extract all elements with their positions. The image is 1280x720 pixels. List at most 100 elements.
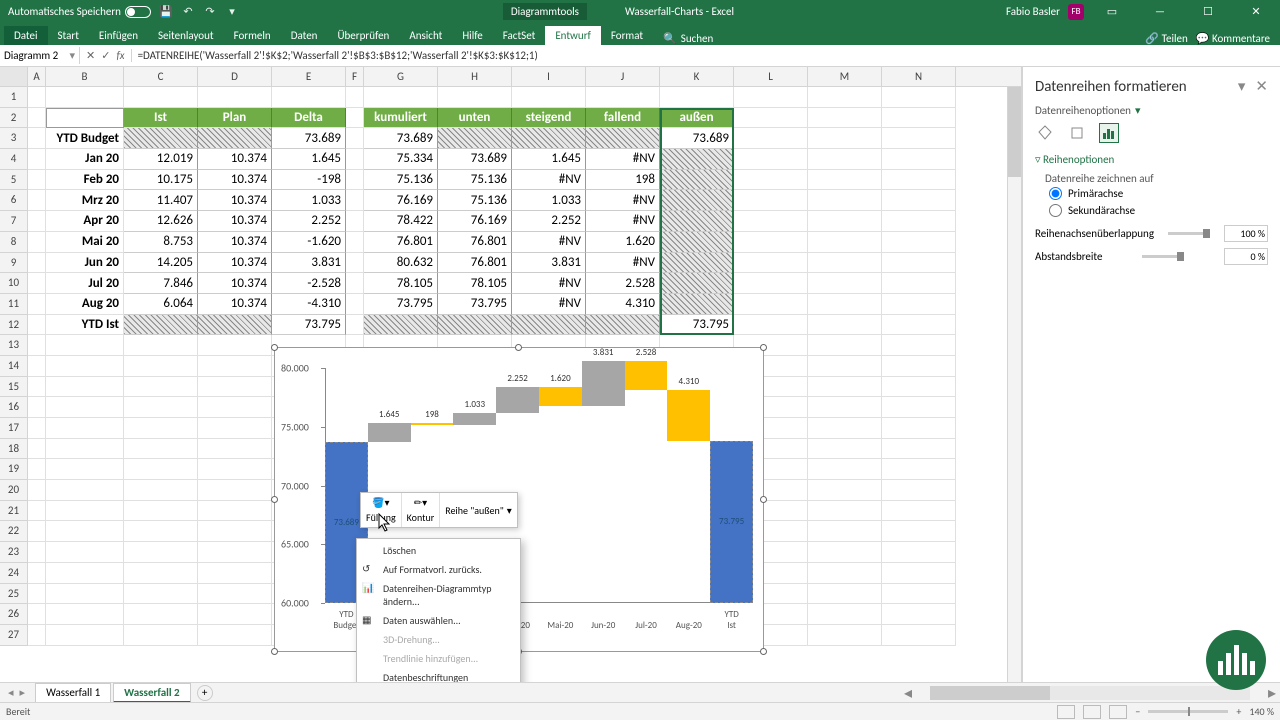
cell-K9[interactable]	[660, 253, 734, 274]
cell-E10[interactable]: -2.528	[272, 273, 346, 294]
cell-M10[interactable]	[808, 273, 882, 294]
cell-G9[interactable]: 80.632	[364, 253, 438, 274]
cell-K5[interactable]	[660, 170, 734, 191]
cell-B21[interactable]	[46, 501, 124, 522]
cell-J3[interactable]	[586, 128, 660, 149]
effects-tab-icon[interactable]	[1067, 123, 1087, 143]
accept-formula-icon[interactable]: ✓	[101, 49, 110, 62]
cell-N2[interactable]	[882, 108, 956, 129]
primary-axis-radio[interactable]: Primärachse	[1035, 185, 1268, 202]
cell-G1[interactable]	[364, 87, 438, 108]
cell-B6[interactable]: Mrz 20	[46, 190, 124, 211]
ribbon-tab-factset[interactable]: FactSet	[493, 26, 546, 45]
cell-C4[interactable]: 12.019	[124, 149, 198, 170]
col-header-D[interactable]: D	[198, 67, 272, 86]
cell-C15[interactable]	[124, 377, 198, 398]
ribbon-tab-start[interactable]: Start	[48, 26, 89, 45]
cell-B12[interactable]: YTD Ist	[46, 315, 124, 336]
cell-N1[interactable]	[882, 87, 956, 108]
cell-I2[interactable]: steigend	[512, 108, 586, 129]
chart-bar[interactable]	[667, 390, 710, 441]
cell-B14[interactable]	[46, 356, 124, 377]
cell-B17[interactable]	[46, 418, 124, 439]
cell-A5[interactable]	[28, 170, 46, 191]
cancel-formula-icon[interactable]: ✕	[86, 49, 95, 62]
cell-A3[interactable]	[28, 128, 46, 149]
cell-D7[interactable]: 10.374	[198, 211, 272, 232]
chart-bar[interactable]	[539, 387, 582, 406]
row-header-16[interactable]: 16	[0, 397, 28, 418]
cell-G5[interactable]: 75.136	[364, 170, 438, 191]
chart-bar[interactable]	[582, 361, 625, 406]
cell-A13[interactable]	[28, 335, 46, 356]
zoom-level[interactable]: 140 %	[1249, 705, 1274, 718]
cell-K2[interactable]: außen	[660, 108, 734, 129]
cell-N9[interactable]	[882, 253, 956, 274]
cell-D24[interactable]	[198, 563, 272, 584]
cell-L3[interactable]	[734, 128, 808, 149]
cell-C21[interactable]	[124, 501, 198, 522]
row-header-3[interactable]: 3	[0, 128, 28, 149]
cell-A23[interactable]	[28, 542, 46, 563]
cell-M23[interactable]	[808, 542, 882, 563]
cell-C1[interactable]	[124, 87, 198, 108]
cell-M27[interactable]	[808, 625, 882, 646]
cell-I7[interactable]: 2.252	[512, 211, 586, 232]
row-header-15[interactable]: 15	[0, 377, 28, 398]
cell-B16[interactable]	[46, 397, 124, 418]
cell-N5[interactable]	[882, 170, 956, 191]
cell-C19[interactable]	[124, 459, 198, 480]
cell-D16[interactable]	[198, 397, 272, 418]
cell-M13[interactable]	[808, 335, 882, 356]
cell-N26[interactable]	[882, 604, 956, 625]
cell-M18[interactable]	[808, 439, 882, 460]
chart-bar[interactable]	[368, 423, 411, 442]
cell-A20[interactable]	[28, 480, 46, 501]
cell-K10[interactable]	[660, 273, 734, 294]
cell-D4[interactable]: 10.374	[198, 149, 272, 170]
cell-C6[interactable]: 11.407	[124, 190, 198, 211]
cell-J7[interactable]: #NV	[586, 211, 660, 232]
cell-D14[interactable]	[198, 356, 272, 377]
gap-slider[interactable]	[1142, 255, 1184, 258]
cell-I12[interactable]	[512, 315, 586, 336]
cell-K11[interactable]	[660, 294, 734, 315]
cell-B20[interactable]	[46, 480, 124, 501]
cell-L5[interactable]	[734, 170, 808, 191]
cell-D9[interactable]: 10.374	[198, 253, 272, 274]
row-header-1[interactable]: 1	[0, 87, 28, 108]
cell-B27[interactable]	[46, 625, 124, 646]
cell-F8[interactable]	[346, 232, 364, 253]
cell-K1[interactable]	[660, 87, 734, 108]
cell-M3[interactable]	[808, 128, 882, 149]
cell-D8[interactable]: 10.374	[198, 232, 272, 253]
cell-D20[interactable]	[198, 480, 272, 501]
cell-N13[interactable]	[882, 335, 956, 356]
row-header-7[interactable]: 7	[0, 211, 28, 232]
cell-J4[interactable]: #NV	[586, 149, 660, 170]
cell-J11[interactable]: 4.310	[586, 294, 660, 315]
cell-M9[interactable]	[808, 253, 882, 274]
ribbon-tab-seitenlayout[interactable]: Seitenlayout	[148, 26, 224, 45]
cell-C20[interactable]	[124, 480, 198, 501]
cell-M19[interactable]	[808, 459, 882, 480]
cell-C10[interactable]: 7.846	[124, 273, 198, 294]
cell-F5[interactable]	[346, 170, 364, 191]
overlap-input[interactable]	[1224, 225, 1268, 242]
row-header-11[interactable]: 11	[0, 294, 28, 315]
cell-L6[interactable]	[734, 190, 808, 211]
comments-button[interactable]: 💬 Kommentare	[1196, 32, 1270, 45]
cell-D11[interactable]: 10.374	[198, 294, 272, 315]
overlap-slider[interactable]	[1168, 232, 1210, 235]
col-header-I[interactable]: I	[512, 67, 586, 86]
cell-E4[interactable]: 1.645	[272, 149, 346, 170]
cell-F2[interactable]	[346, 108, 364, 129]
cell-G4[interactable]: 75.334	[364, 149, 438, 170]
ctx-item[interactable]: Auf Formatvorl. zurücks.↺	[357, 560, 520, 579]
row-header-25[interactable]: 25	[0, 584, 28, 605]
cell-D10[interactable]: 10.374	[198, 273, 272, 294]
cell-A19[interactable]	[28, 459, 46, 480]
cell-B18[interactable]	[46, 439, 124, 460]
name-box[interactable]: Diagramm 2▾	[0, 47, 80, 64]
cell-A21[interactable]	[28, 501, 46, 522]
